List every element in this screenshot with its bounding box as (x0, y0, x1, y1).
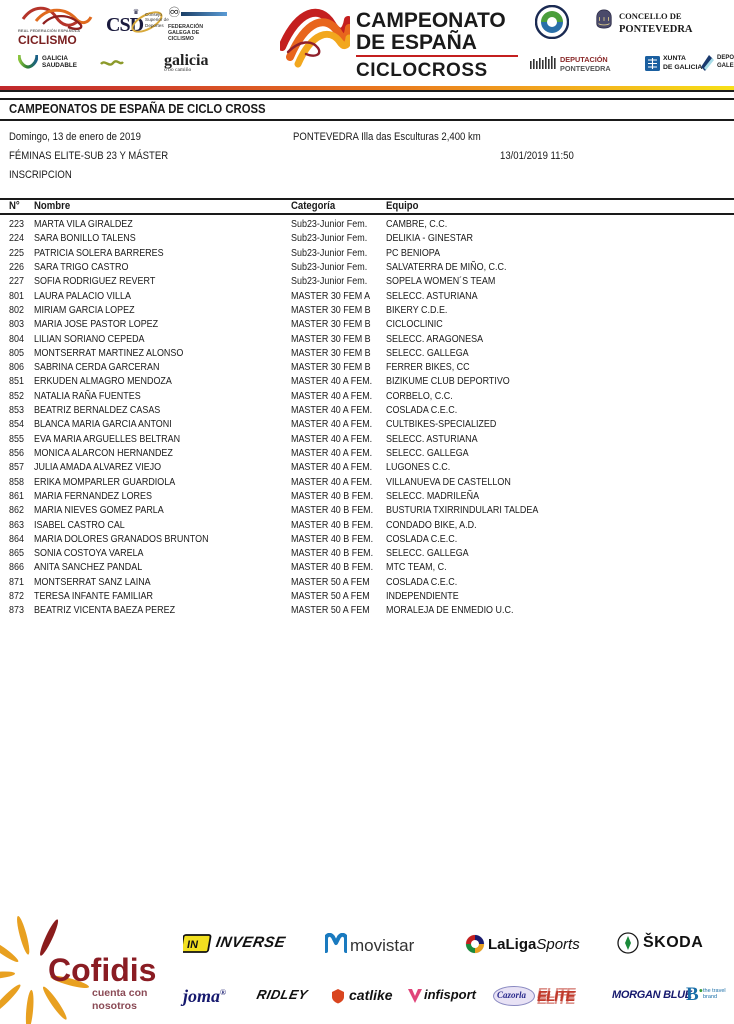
svg-text:nosotros: nosotros (92, 1000, 137, 1012)
svg-text:IN: IN (186, 939, 199, 951)
svg-text:cuenta con: cuenta con (92, 987, 147, 999)
svg-text:Cofidis: Cofidis (48, 952, 156, 988)
